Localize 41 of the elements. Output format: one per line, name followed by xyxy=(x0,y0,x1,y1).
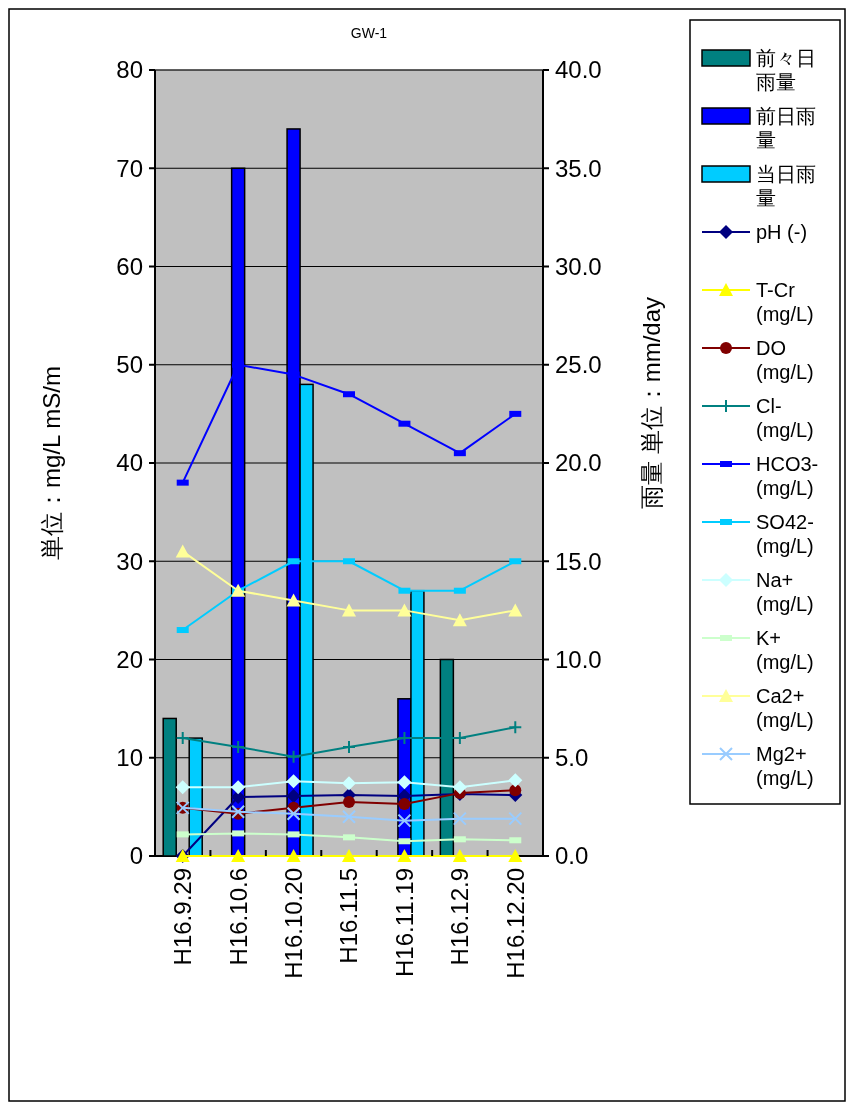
legend-label: Na+ (mg/L) xyxy=(756,569,814,615)
legend-label: SO42- (mg/L) xyxy=(756,511,814,557)
legend-label: 当日雨量 xyxy=(756,163,816,209)
y2-tick-label: 30.0 xyxy=(555,252,602,280)
y-tick-label: 30 xyxy=(116,547,143,575)
y-tick-label: 10 xyxy=(116,744,143,772)
y-tick-label: 50 xyxy=(116,351,143,379)
y2-tick-label: 15.0 xyxy=(555,547,602,575)
x-tick-label: H16.12.9 xyxy=(446,868,474,966)
y2-tick-label: 10.0 xyxy=(555,645,602,673)
legend-label: Mg2+ (mg/L) xyxy=(756,743,814,789)
y2-axis-title: 雨量 単位：mm/day xyxy=(638,296,665,510)
legend-label: 前々日雨量 xyxy=(756,47,816,93)
y-tick-label: 60 xyxy=(116,252,143,280)
y-axis-title: 単位：mg/L mS/m xyxy=(38,366,65,560)
legend-label: Ca2+ (mg/L) xyxy=(756,685,814,731)
x-tick-label: H16.10.6 xyxy=(224,868,252,966)
legend-label: K+ (mg/L) xyxy=(756,627,814,673)
y-tick-label: 20 xyxy=(116,645,143,673)
y2-tick-label: 20.0 xyxy=(555,449,602,477)
x-tick-label: H16.9.29 xyxy=(169,868,197,966)
y2-tick-label: 25.0 xyxy=(555,351,602,379)
legend-label: HCO3- (mg/L) xyxy=(756,453,819,499)
x-tick-label: H16.11.5 xyxy=(335,868,363,964)
x-tick-label: H16.11.19 xyxy=(390,868,418,977)
y2-tick-label: 40.0 xyxy=(555,56,602,84)
legend-label: T-Cr (mg/L) xyxy=(756,279,814,325)
y-tick-label: 40 xyxy=(116,449,143,477)
legend-label: DO (mg/L) xyxy=(756,337,814,383)
y2-tick-label: 35.0 xyxy=(555,154,602,182)
y2-tick-label: 5.0 xyxy=(555,744,589,772)
legend-label: pH (-) xyxy=(756,221,808,243)
x-tick-label: H16.12.20 xyxy=(501,868,529,979)
y-tick-label: 80 xyxy=(116,56,143,84)
legend-label: 前日雨量 xyxy=(756,105,816,151)
legend-label: Cl- (mg/L) xyxy=(756,395,814,441)
chart-title: GW-1 xyxy=(350,25,388,41)
x-tick-label: H16.10.20 xyxy=(279,868,307,979)
y-tick-label: 70 xyxy=(116,154,143,182)
y2-tick-label: 0.0 xyxy=(555,842,589,870)
y-tick-label: 0 xyxy=(129,842,143,870)
